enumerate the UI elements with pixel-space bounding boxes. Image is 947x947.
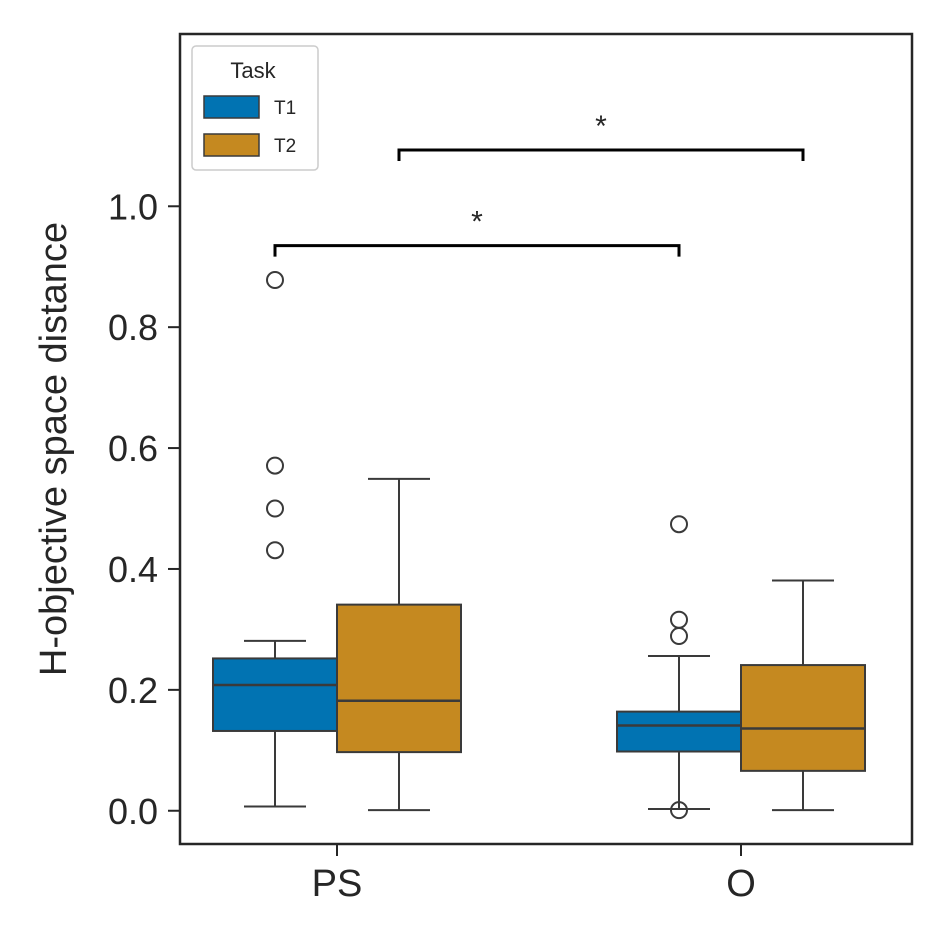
significance-bracket-2: * — [397, 110, 805, 162]
legend-swatch — [203, 133, 260, 157]
legend-entry-T2: T2 — [203, 133, 296, 157]
outlier-point — [670, 610, 688, 629]
boxes-layer — [212, 271, 866, 820]
outlier-point — [266, 271, 284, 290]
y-tick-label: 0.2 — [108, 670, 158, 711]
significance-annotations: ** — [273, 110, 805, 257]
outlier-point — [266, 541, 284, 560]
y-axis: 0.0 0.2 0.4 0.6 0.8 1.0 — [108, 186, 180, 832]
legend-title: Task — [230, 58, 276, 83]
legend-label: T2 — [274, 136, 296, 157]
significance-bracket-1: * — [273, 206, 681, 257]
iqr-box — [212, 657, 338, 732]
legend-entry-T1: T1 — [203, 95, 296, 119]
box-T2-O — [740, 579, 866, 812]
box-T1-O — [616, 515, 742, 820]
legend-label: T1 — [274, 98, 296, 119]
iqr-box — [336, 603, 462, 754]
iqr-box — [616, 710, 742, 753]
y-tick-label: 0.8 — [108, 307, 158, 348]
box-T1-PS — [212, 271, 338, 808]
outlier-point — [266, 456, 284, 475]
box-T2-PS — [336, 477, 462, 812]
y-tick-label: 1.0 — [108, 186, 158, 227]
outlier-point — [670, 515, 688, 534]
y-tick-label: 0.6 — [108, 428, 158, 469]
iqr-box — [740, 664, 866, 772]
x-tick-label: PS — [312, 863, 363, 905]
y-tick-label: 0.4 — [108, 549, 158, 590]
bracket-line — [273, 244, 681, 257]
outlier-point — [670, 801, 688, 820]
y-axis-label: H-objective space distance — [33, 222, 75, 676]
significance-star: * — [595, 110, 607, 143]
legend-swatch — [203, 95, 260, 119]
outlier-point — [670, 627, 688, 646]
outlier-point — [266, 499, 284, 518]
significance-star: * — [471, 206, 483, 239]
y-tick-label: 0.0 — [108, 791, 158, 832]
plot-frame — [178, 32, 914, 846]
x-tick-label: O — [726, 863, 756, 905]
x-axis: PS O — [312, 844, 756, 905]
bracket-line — [397, 148, 805, 162]
legend: Task T1 T2 — [191, 45, 319, 171]
